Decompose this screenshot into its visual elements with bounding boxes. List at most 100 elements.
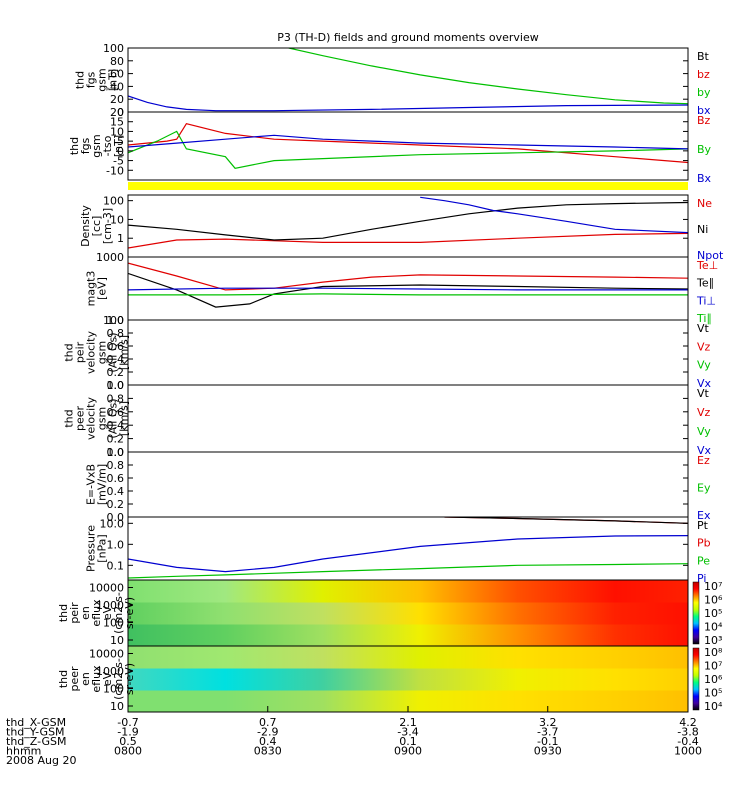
y-axis-label: Density[cc][cm-3] [79, 205, 114, 247]
panel-frame [127, 319, 689, 386]
legend-entry: Te∥ [696, 277, 714, 290]
y-tick-label: 100 [103, 683, 124, 696]
panel-frame [127, 47, 689, 113]
heatmap-band-high [128, 646, 688, 669]
legend-entry: Vz [697, 406, 711, 419]
x-row-label: thd_X-GSM [6, 716, 66, 729]
panel-frame [127, 111, 689, 181]
series-line-Bx [128, 134, 688, 150]
legend-entry: Ez [697, 454, 710, 467]
y-label-line: eV [101, 605, 114, 620]
panel-peer-eflux: 10⁴10⁵10⁶10⁷10⁸10100100010000thdpeerenef… [57, 645, 723, 713]
colorbar-tick-label: 10⁵ [704, 687, 722, 700]
y-tick-label: 100 [103, 617, 124, 630]
y-tick-label: 0.2 [107, 433, 125, 446]
legend-entry: Bt [697, 50, 710, 63]
y-label-line: [nT] [107, 69, 120, 91]
heatmap-band-mid [128, 602, 688, 625]
y-axis-label: E=-VxB[mV/m] [85, 464, 109, 505]
y-tick-label: 10 [110, 125, 124, 138]
colorbar-tick-label: 10⁷ [704, 580, 722, 593]
y-label-line: [nT] [112, 135, 125, 157]
y-tick-label: 1000 [96, 599, 124, 612]
colorbar-tick-label: 10³ [704, 634, 722, 647]
panel-frame [127, 384, 689, 453]
separator-bar [128, 182, 688, 190]
y-axis-label: Pressure[nPa] [85, 525, 109, 572]
x-row-value: 0900 [394, 745, 422, 758]
y-tick-label: 1.0 [107, 446, 125, 459]
y-label-line: eV [101, 671, 114, 686]
legend-entry: Vy [697, 359, 711, 372]
y-label-line: gsm [90, 134, 103, 157]
y-tick-label: 5 [117, 135, 124, 148]
y-label-line: (cm2-s- [112, 658, 125, 700]
panel-temperature: 100 1000 magt3[eV] Te⊥ Te∥ Ti⊥ Ti∥ [85, 251, 719, 327]
y-label-line: thd [74, 71, 87, 89]
x-row-value: -1.9 [117, 726, 138, 739]
y-tick-label: 1 [117, 232, 124, 245]
y-tick-label: 40 [110, 80, 124, 93]
y-axis-label: magt3[eV] [85, 271, 109, 307]
series-line-Ti⊥ [128, 287, 688, 291]
x-row-value: 0830 [254, 745, 282, 758]
series-line-Te∥ [128, 272, 688, 308]
y-label-line: gsm [96, 68, 109, 91]
x-row-value: 0800 [114, 745, 142, 758]
y-label-line: fgs [79, 137, 92, 154]
y-label-line: [cm-3] [101, 208, 114, 244]
legend-entry: Vy [697, 425, 711, 438]
y-label-line: gsm [96, 341, 109, 364]
y-tick-label: 0.0 [107, 446, 125, 459]
y-label-line: sr-eV) [123, 663, 136, 695]
y-label-line: [cc] [90, 216, 103, 237]
y-label-line: (All Qs) [107, 398, 120, 438]
legend-entry: Ti∥ [696, 312, 712, 325]
y-tick-label: 1000 [96, 251, 124, 264]
x-row-value: 0930 [534, 745, 562, 758]
x-row-value: 4.2 [679, 716, 697, 729]
colorbar-scale [692, 647, 700, 711]
x-row-value: -0.4 [677, 735, 698, 748]
colorbar-tick-label: 10⁷ [704, 660, 722, 673]
panel-peer-velocity: 0.00.20.40.60.81.0thdpeervelocitygsm(All… [63, 379, 712, 459]
legend-entry: Pb [697, 537, 711, 550]
y-tick-label: 20 [110, 106, 124, 119]
y-tick-label: 1.0 [107, 379, 125, 392]
y-label-line: eflux [90, 665, 103, 693]
y-tick-label: 60 [110, 68, 124, 81]
y-label-line: [eV] [96, 277, 109, 300]
y-tick-label: 0.4 [107, 353, 125, 366]
y-label-line: velocity [85, 397, 98, 440]
legend-entry: Vz [697, 340, 711, 353]
y-tick-label: 0.0 [107, 379, 125, 392]
y-label-line: thd [63, 343, 76, 361]
y-label-line: (cm2-s- [112, 592, 125, 634]
y-tick-label: 0.2 [107, 366, 125, 379]
y-label-line: -tso [101, 135, 114, 156]
series-line-Ni [128, 201, 688, 241]
x-row-value: 0.4 [259, 735, 277, 748]
x-row-label: hhmm [6, 745, 41, 758]
heatmap-band-mid [128, 668, 688, 691]
x-row-value: 0.5 [119, 735, 137, 748]
y-tick-label: 1000 [96, 665, 124, 678]
y-tick-label: 10 [110, 213, 124, 226]
colorbar-tick-label: 10⁸ [704, 646, 723, 659]
y-label-line: thd [63, 409, 76, 427]
colorbar-scale [692, 581, 700, 645]
y-tick-label: 0.6 [107, 340, 125, 353]
y-tick-label: -10 [106, 164, 124, 177]
legend-entry: Bx [697, 172, 712, 185]
y-label-line: thd [57, 670, 70, 688]
y-tick-label: 0.8 [107, 392, 125, 405]
legend-entry: Vx [697, 444, 712, 457]
legend-entry: Ti⊥ [696, 294, 716, 307]
heatmap-band-high [128, 580, 688, 603]
y-tick-label: 0.6 [107, 406, 125, 419]
